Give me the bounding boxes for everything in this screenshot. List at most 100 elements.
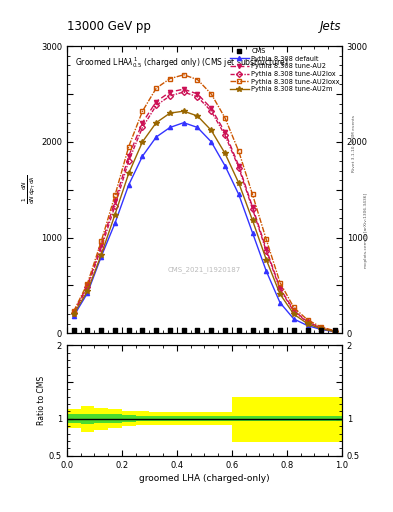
Pythia 8.308 default [72,313,76,319]
Pythia 8.308 tune-AU2m [99,252,104,258]
Text: Jets: Jets [320,20,342,33]
Pythia 8.308 tune-AU2lox [99,245,104,251]
Pythia 8.308 default [292,316,296,322]
Pythia 8.308 tune-AU2 [182,86,186,92]
Pythia 8.308 tune-AU2 [222,129,227,135]
Pythia 8.308 default [154,134,159,140]
CMS [305,326,311,334]
Pythia 8.308 tune-AU2loxx [237,148,241,155]
Pythia 8.308 tune-AU2m [333,329,338,335]
Pythia 8.308 tune-AU2 [154,98,159,104]
Text: mcplots.cern.ch [arXiv:1306.3436]: mcplots.cern.ch [arXiv:1306.3436] [364,193,367,268]
CMS [332,326,338,334]
Pythia 8.308 tune-AU2lox [237,164,241,170]
Pythia 8.308 default [140,153,145,159]
CMS [250,326,256,334]
Pythia 8.308 tune-AU2lox [168,93,173,99]
Y-axis label: Ratio to CMS: Ratio to CMS [37,376,46,425]
X-axis label: groomed LHA (charged-only): groomed LHA (charged-only) [139,474,270,483]
Pythia 8.308 tune-AU2lox [250,206,255,212]
CMS [318,326,325,334]
Pythia 8.308 tune-AU2 [195,91,200,97]
Pythia 8.308 tune-AU2loxx [195,76,200,82]
Pythia 8.308 tune-AU2 [292,307,296,313]
Pythia 8.308 tune-AU2 [278,285,283,291]
Pythia 8.308 tune-AU2 [319,325,324,331]
Pythia 8.308 default [305,323,310,329]
Text: Groomed LHA$\lambda^{1}_{0.5}$ (charged only) (CMS jet substructure): Groomed LHA$\lambda^{1}_{0.5}$ (charged … [75,55,289,70]
Pythia 8.308 tune-AU2 [237,163,241,169]
Pythia 8.308 default [127,182,131,188]
Pythia 8.308 tune-AU2m [85,288,90,294]
Y-axis label: $\frac{1}{\mathrm{d}N}\frac{\mathrm{d}N}{\mathrm{d}p_\mathrm{T}\,\mathrm{d}\lamb: $\frac{1}{\mathrm{d}N}\frac{\mathrm{d}N}… [21,175,38,204]
CMS [98,326,105,334]
Pythia 8.308 tune-AU2lox [305,319,310,325]
Pythia 8.308 tune-AU2lox [333,328,338,334]
Pythia 8.308 default [222,163,227,169]
Pythia 8.308 tune-AU2 [305,319,310,325]
Pythia 8.308 tune-AU2lox [264,248,269,254]
CMS [181,326,187,334]
Pythia 8.308 tune-AU2m [127,170,131,177]
Pythia 8.308 tune-AU2loxx [140,108,145,114]
Pythia 8.308 default [333,329,338,335]
Pythia 8.308 tune-AU2m [72,311,76,317]
CMS [153,326,160,334]
CMS [208,326,215,334]
Pythia 8.308 default [209,139,214,145]
CMS [263,326,270,334]
Pythia 8.308 tune-AU2loxx [127,143,131,150]
Pythia 8.308 tune-AU2m [237,180,241,186]
CMS [71,326,77,334]
Text: CMS_2021_I1920187: CMS_2021_I1920187 [168,267,241,273]
Pythia 8.308 tune-AU2loxx [99,238,104,244]
Pythia 8.308 tune-AU2loxx [333,328,338,334]
Pythia 8.308 tune-AU2lox [127,158,131,164]
Pythia 8.308 tune-AU2loxx [264,237,269,243]
CMS [112,326,118,334]
Pythia 8.308 tune-AU2m [154,120,159,126]
CMS [126,326,132,334]
CMS [236,326,242,334]
Pythia 8.308 tune-AU2m [195,113,200,119]
Pythia 8.308 tune-AU2lox [278,286,283,292]
Pythia 8.308 tune-AU2loxx [85,281,90,287]
Pythia 8.308 default [99,253,104,260]
Pythia 8.308 tune-AU2loxx [72,308,76,314]
Pythia 8.308 default [319,326,324,332]
Pythia 8.308 tune-AU2loxx [305,317,310,323]
Pythia 8.308 tune-AU2m [278,291,283,297]
Pythia 8.308 default [85,290,90,296]
Pythia 8.308 tune-AU2m [168,110,173,116]
Line: Pythia 8.308 tune-AU2lox: Pythia 8.308 tune-AU2lox [72,90,337,333]
Pythia 8.308 tune-AU2 [264,246,269,252]
Pythia 8.308 tune-AU2m [222,150,227,156]
Pythia 8.308 tune-AU2 [99,242,104,248]
Line: Pythia 8.308 tune-AU2: Pythia 8.308 tune-AU2 [72,87,337,333]
Pythia 8.308 tune-AU2m [140,139,145,145]
Pythia 8.308 tune-AU2m [292,311,296,317]
Pythia 8.308 tune-AU2loxx [319,324,324,330]
Pythia 8.308 default [195,124,200,131]
Pythia 8.308 tune-AU2loxx [278,280,283,286]
CMS [222,326,228,334]
Pythia 8.308 default [182,120,186,126]
Pythia 8.308 default [250,230,255,236]
Pythia 8.308 tune-AU2lox [113,203,118,209]
Pythia 8.308 tune-AU2loxx [168,76,173,82]
CMS [195,326,201,334]
CMS [167,326,173,334]
Pythia 8.308 tune-AU2 [333,328,338,334]
Pythia 8.308 tune-AU2 [127,153,131,159]
CMS [277,326,283,334]
Pythia 8.308 tune-AU2lox [182,89,186,95]
Text: Rivet 3.1.10, ≥ 3M events: Rivet 3.1.10, ≥ 3M events [352,115,356,172]
Pythia 8.308 tune-AU2m [182,108,186,114]
Pythia 8.308 tune-AU2m [264,257,269,263]
Pythia 8.308 tune-AU2 [209,105,214,112]
Pythia 8.308 tune-AU2lox [154,102,159,109]
Pythia 8.308 tune-AU2 [85,282,90,288]
Pythia 8.308 tune-AU2lox [72,310,76,316]
Pythia 8.308 tune-AU2m [209,127,214,134]
Pythia 8.308 default [237,191,241,198]
